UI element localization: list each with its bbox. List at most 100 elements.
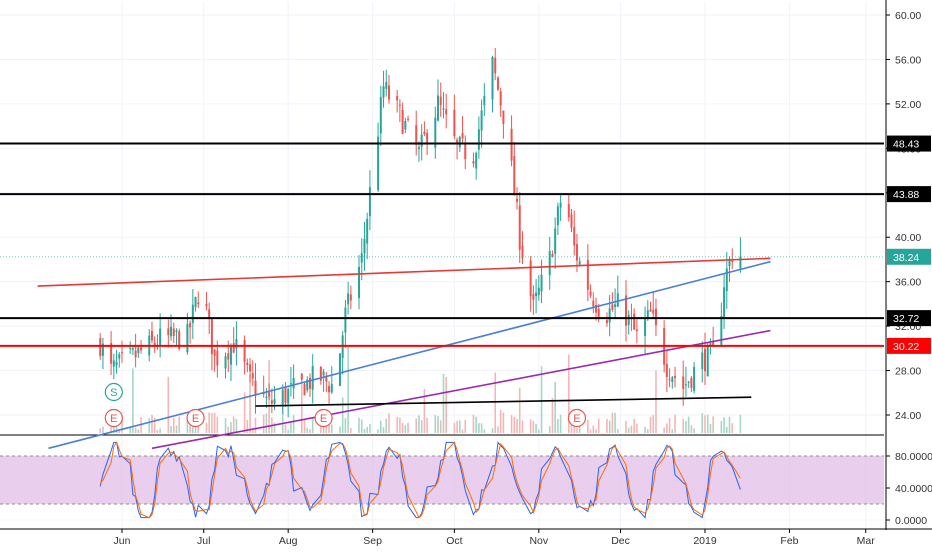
candle-body (595, 304, 598, 313)
volume-bar (159, 428, 161, 433)
volume-bar (704, 415, 706, 433)
candle-body (235, 339, 238, 349)
trendline[interactable] (151, 329, 771, 450)
trendline[interactable] (255, 396, 752, 407)
candle-body (287, 389, 290, 404)
volume-bar (731, 423, 734, 433)
volume-bar (208, 412, 210, 433)
volume-bar (420, 420, 423, 433)
volume-bar (712, 416, 714, 433)
candle-body (654, 308, 657, 326)
volume-bar (557, 418, 559, 433)
event-marker-circle (567, 408, 587, 428)
candle-body (115, 361, 118, 366)
volume-bar (232, 416, 235, 433)
event-marker-e[interactable]: E (104, 408, 123, 428)
candle-body (548, 251, 551, 276)
event-marker-label: E (573, 413, 580, 425)
volume-bar (227, 426, 230, 433)
candle-body (605, 320, 608, 324)
candle-body (189, 322, 192, 328)
candle-body (303, 384, 306, 396)
volume-bar (589, 429, 592, 433)
price-label-box[interactable]: 43.88 (887, 186, 931, 203)
volume-bar (243, 392, 246, 433)
price-label-box[interactable]: 32.72 (887, 310, 931, 327)
candle-body (616, 293, 619, 307)
candle-body (265, 396, 268, 399)
candle-body (300, 373, 303, 380)
time-tick-label: 2019 (693, 535, 717, 547)
candle-body (281, 389, 284, 405)
event-marker-e[interactable]: E (186, 408, 205, 428)
candle-body (475, 153, 478, 169)
volume-bar (115, 421, 118, 433)
event-marker-s[interactable]: S (104, 382, 123, 402)
volume-bar (385, 418, 388, 433)
candle-body (178, 331, 181, 350)
price-label-box[interactable]: 38.24 (887, 248, 931, 265)
event-markers[interactable]: S E E E E (104, 382, 587, 428)
volume-bar (592, 425, 595, 433)
event-marker-e[interactable]: E (567, 408, 587, 428)
candle-body (510, 128, 513, 161)
price-label-box[interactable]: 30.22 (887, 337, 931, 354)
trendlines[interactable] (37, 257, 771, 450)
volume-bar (472, 414, 475, 433)
volume-bar (576, 428, 578, 433)
event-marker-label: S (110, 387, 117, 399)
volume-bar (459, 420, 461, 433)
candle-body (712, 340, 715, 347)
volume-bar (151, 414, 153, 433)
volume-bar (110, 423, 112, 433)
volume-bar (491, 428, 494, 433)
volume-bar (330, 424, 333, 433)
candle-body (382, 86, 385, 98)
candle-body (322, 371, 325, 376)
volume-bar (251, 429, 254, 433)
candle-body (423, 132, 426, 135)
volume-bar (437, 416, 439, 433)
price-label-box[interactable]: 48.43 (887, 135, 931, 152)
candle-body (586, 259, 589, 290)
volume-bar (595, 429, 597, 433)
event-marker-e[interactable]: E (314, 408, 333, 428)
volume-bar (630, 425, 633, 433)
time-tick-label: Mar (857, 535, 876, 547)
candle-body (325, 375, 328, 382)
candle-body (377, 136, 380, 191)
price-label-text: 32.72 (893, 313, 919, 325)
volume-bar (341, 397, 344, 433)
volume-bar (483, 429, 486, 433)
volume-bar (404, 425, 407, 433)
volume-bar (230, 422, 232, 433)
volume-bar (350, 428, 352, 433)
candle-body (477, 129, 480, 150)
volume-bar (518, 387, 521, 433)
horizontal-levels[interactable] (0, 142, 884, 347)
trendline[interactable] (48, 260, 771, 450)
trendline[interactable] (37, 257, 771, 287)
price-label-bg (887, 248, 931, 265)
time-tick-label: Nov (529, 535, 548, 547)
candle-body (224, 356, 227, 369)
volume-bar (369, 424, 371, 433)
volume-bar (633, 418, 635, 433)
candle-body (426, 132, 429, 145)
volume-bar (636, 423, 638, 433)
event-marker-circle (314, 408, 333, 428)
volume-bar (102, 426, 104, 433)
volume-bar (739, 414, 742, 433)
candle-body (491, 56, 494, 100)
volume-bar (614, 412, 616, 433)
candle-body (216, 350, 219, 366)
candle-body (273, 399, 276, 404)
candle-body (570, 214, 573, 228)
candle-body (118, 354, 121, 359)
candle-body (635, 329, 638, 331)
volume-bar (597, 418, 600, 433)
volume-bar (339, 426, 341, 433)
volume-bar (290, 422, 292, 433)
